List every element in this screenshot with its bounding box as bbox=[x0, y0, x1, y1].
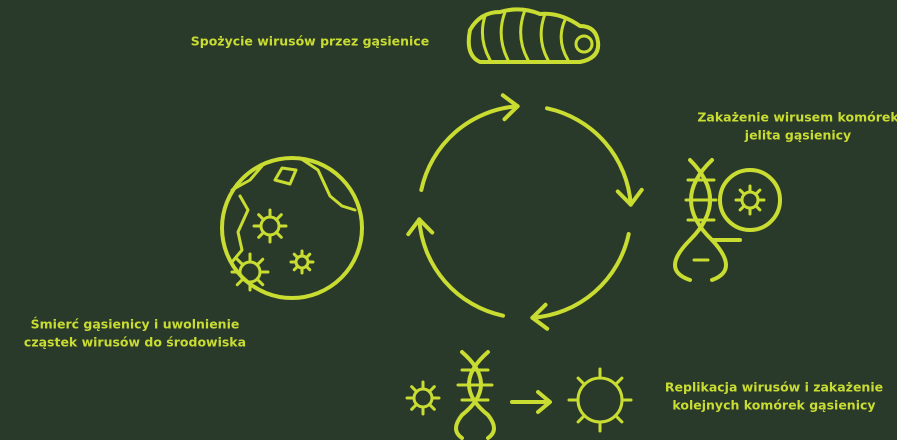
step-label: Spożycie wirusów przez gąsienice bbox=[191, 34, 429, 49]
label-line: kolejnych komórek gąsienicy bbox=[672, 398, 875, 413]
label-line: Spożycie wirusów przez gąsienice bbox=[191, 34, 429, 49]
label-line: Śmierć gąsienicy i uwolnienie bbox=[31, 317, 240, 332]
diagram: Spożycie wirusów przez gąsienice Zakażen… bbox=[0, 0, 897, 440]
background bbox=[0, 0, 897, 440]
label-line: Replikacja wirusów i zakażenie bbox=[665, 380, 883, 395]
label-line: jelita gąsienicy bbox=[744, 128, 851, 143]
label-line: cząstek wirusów do środowiska bbox=[24, 335, 246, 350]
label-line: Zakażenie wirusem komórek bbox=[697, 110, 897, 125]
